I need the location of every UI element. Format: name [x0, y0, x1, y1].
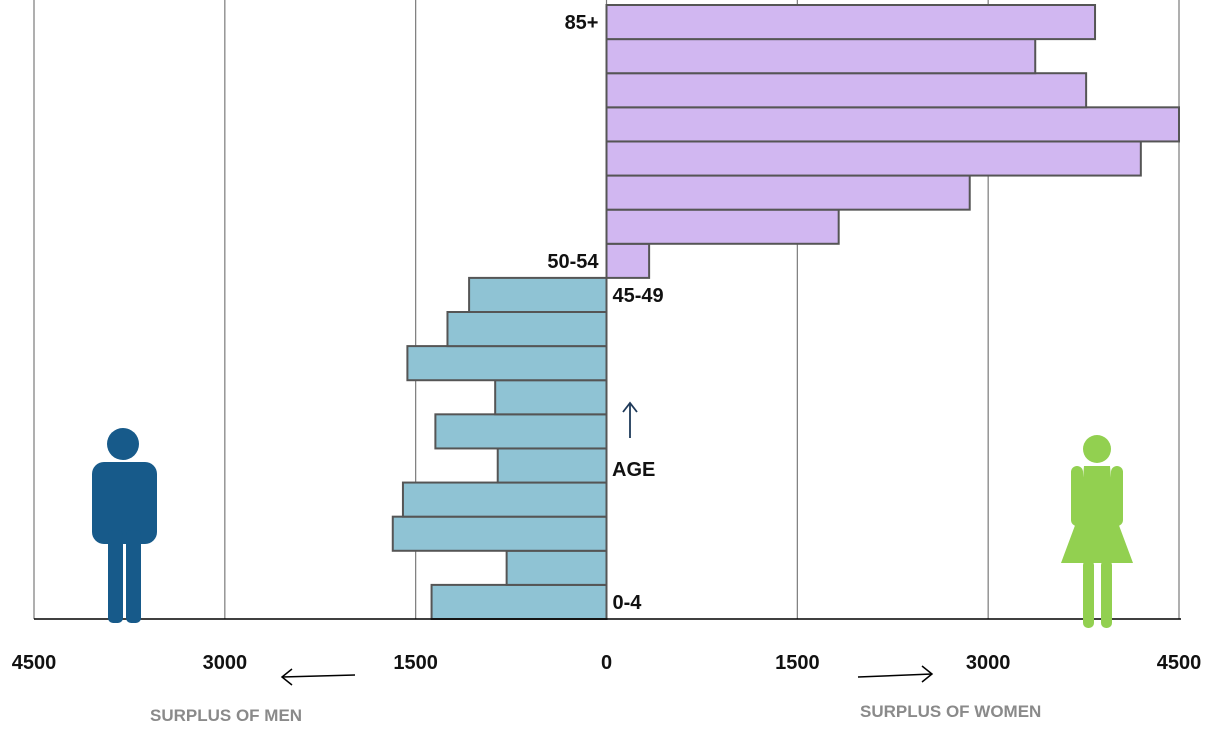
surplus-of-men-label: SURPLUS OF MEN — [150, 706, 302, 725]
woman-icon — [1061, 435, 1133, 628]
x-tick-label-3: 0 — [601, 652, 612, 674]
age-arrow-head — [622, 401, 638, 413]
x-tick-labels: 4500 3000 1500 0 1500 3000 4500 — [12, 652, 1202, 674]
age-axis-label: AGE — [612, 459, 655, 481]
age-label-85-plus: 85+ — [565, 12, 599, 34]
surplus-of-women-label: SURPLUS OF WOMEN — [860, 702, 1041, 721]
age-label-0-4: 0-4 — [613, 592, 643, 614]
bar-40-44 — [446, 311, 608, 348]
left-arrow-icon — [281, 674, 356, 678]
bar-25-29 — [434, 413, 608, 450]
x-tick-label-6: 4500 — [1157, 652, 1202, 674]
x-tick-label-0: 4500 — [12, 652, 57, 674]
right-arrow-icon — [857, 673, 933, 678]
bar-45-49 — [468, 276, 608, 313]
bar-0-4 — [430, 583, 608, 621]
man-icon — [92, 428, 157, 623]
left-arrow-head — [280, 668, 293, 686]
age-label-50-54: 50-54 — [547, 251, 599, 273]
bar-80-84 — [605, 38, 1037, 75]
bar-70-74 — [605, 106, 1180, 143]
bar-50-54 — [605, 242, 651, 279]
age-labels: 0-4 45-49 50-54 85+ — [547, 12, 663, 614]
x-tick-label-1: 3000 — [203, 652, 248, 674]
bar-10-14 — [391, 515, 608, 552]
bar-55-59 — [605, 208, 840, 245]
bar-60-64 — [605, 174, 971, 211]
age-label-45-49: 45-49 — [613, 285, 664, 307]
bar-35-39 — [406, 345, 608, 382]
x-tick-label-2: 1500 — [393, 652, 438, 674]
bar-75-79 — [605, 72, 1088, 109]
bar-65-69 — [605, 140, 1142, 177]
x-tick-label-4: 1500 — [775, 652, 820, 674]
bars — [391, 4, 1180, 621]
bar-20-24 — [496, 447, 608, 484]
bar-30-34 — [494, 379, 608, 416]
bar-85-plus — [605, 4, 1097, 41]
bar-15-19 — [401, 481, 608, 518]
x-tick-label-5: 3000 — [966, 652, 1011, 674]
right-arrow-head — [921, 665, 934, 683]
bar-5-9 — [505, 549, 608, 586]
